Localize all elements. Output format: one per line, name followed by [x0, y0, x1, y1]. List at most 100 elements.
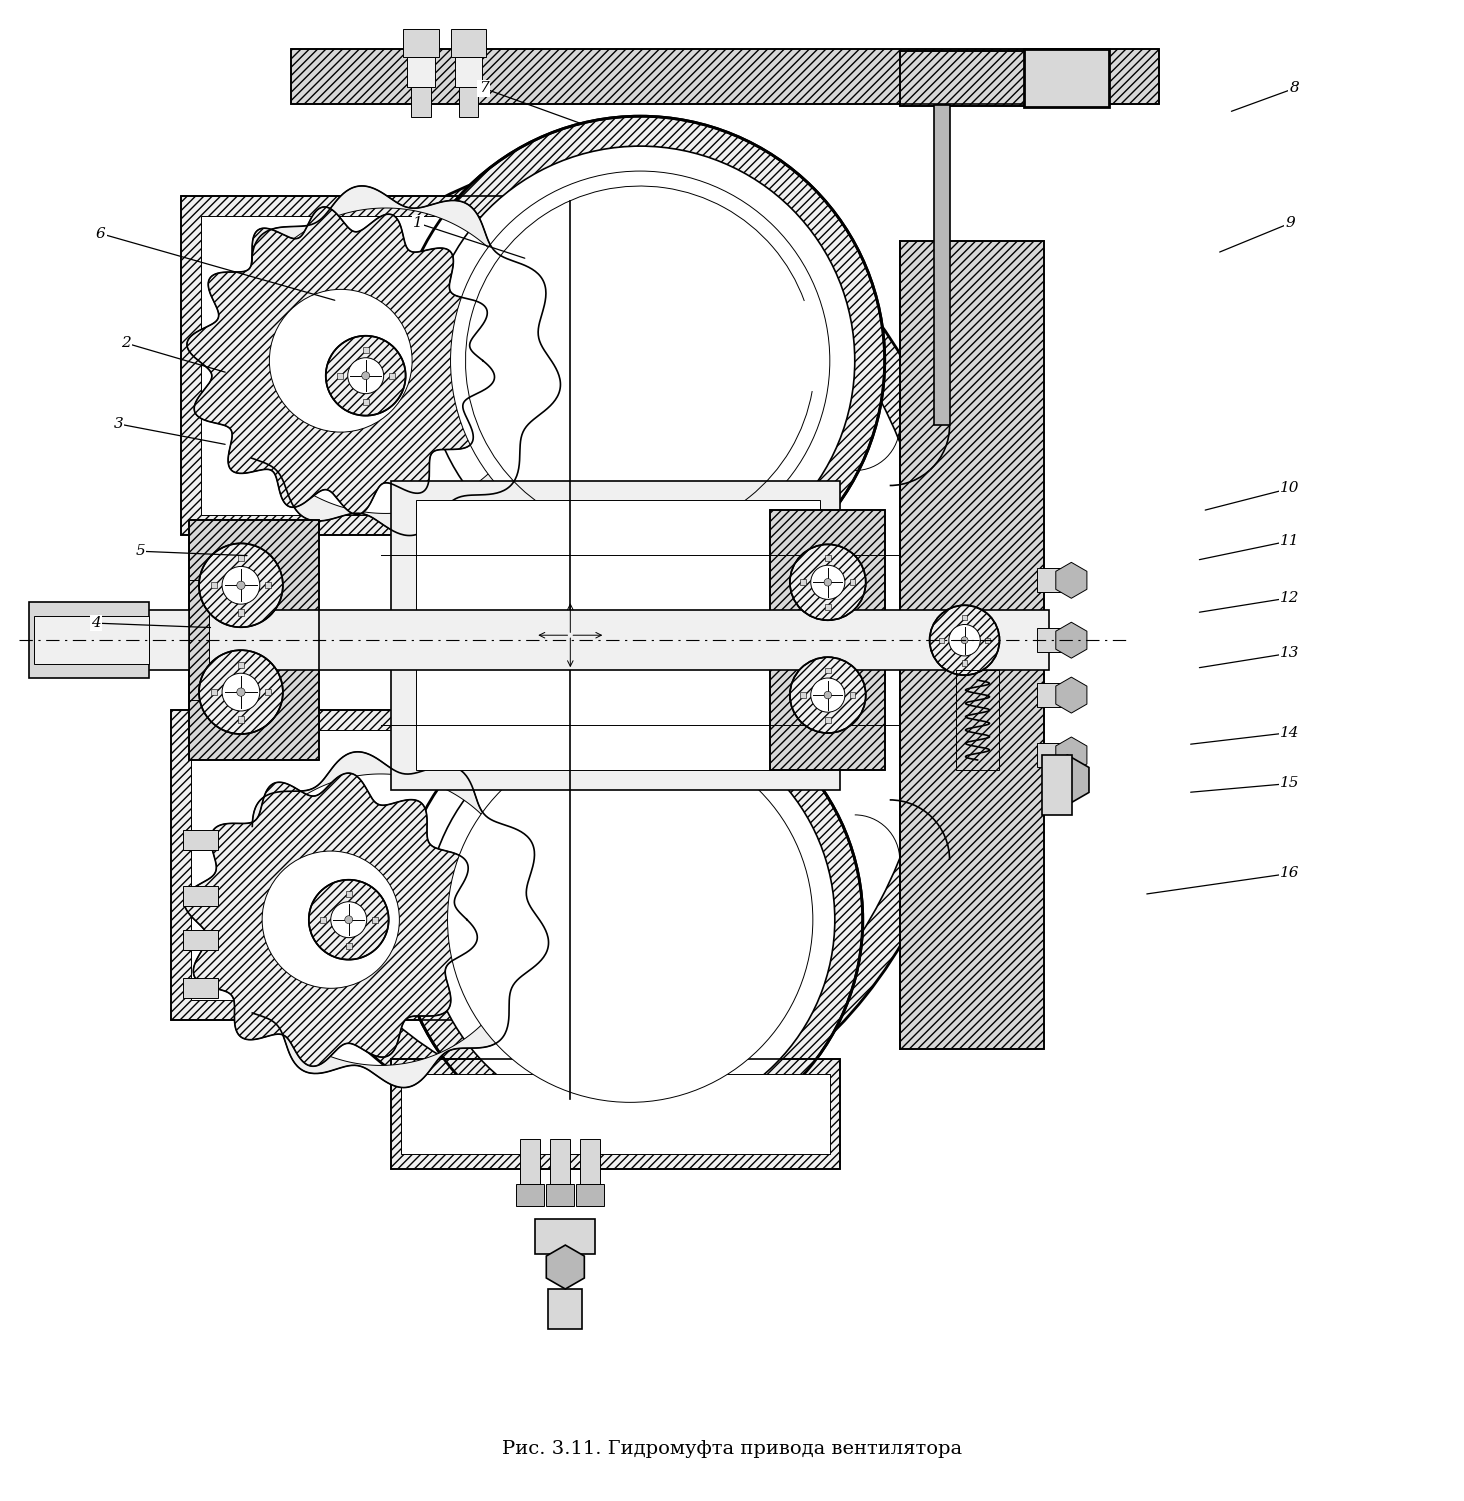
Bar	[189, 581, 209, 699]
Circle shape	[426, 714, 834, 1124]
Bar	[29, 602, 149, 678]
Circle shape	[309, 880, 388, 959]
Bar	[550, 1139, 571, 1184]
Bar	[237, 716, 244, 722]
Text: 16: 16	[1281, 866, 1300, 881]
Circle shape	[262, 851, 400, 988]
Polygon shape	[252, 186, 561, 536]
Text: 3: 3	[113, 417, 123, 431]
Text: 12: 12	[1281, 591, 1300, 605]
Bar	[826, 603, 830, 609]
Bar	[190, 729, 530, 1000]
Bar	[549, 1289, 583, 1328]
Bar	[1042, 755, 1072, 815]
Text: 11: 11	[1281, 534, 1300, 548]
Bar	[182, 197, 550, 536]
Bar	[801, 579, 807, 585]
Bar	[363, 347, 369, 353]
Circle shape	[451, 171, 830, 551]
Bar	[183, 886, 218, 905]
Bar	[211, 582, 217, 588]
Bar	[416, 500, 820, 770]
Bar	[458, 87, 479, 117]
Bar	[407, 57, 435, 87]
Bar	[985, 638, 990, 642]
Circle shape	[395, 116, 884, 605]
Bar	[546, 1184, 574, 1207]
Bar	[337, 372, 343, 378]
Bar	[770, 510, 884, 770]
Circle shape	[237, 687, 244, 696]
Bar	[900, 51, 1044, 107]
Bar	[171, 710, 550, 1019]
Bar	[849, 579, 855, 585]
Bar	[182, 197, 550, 536]
Circle shape	[362, 372, 369, 380]
Text: 8: 8	[1290, 81, 1300, 95]
Polygon shape	[184, 773, 477, 1066]
Bar	[211, 689, 217, 695]
Circle shape	[199, 543, 283, 627]
Circle shape	[223, 674, 259, 711]
Bar	[401, 1075, 830, 1154]
Circle shape	[811, 678, 845, 711]
Text: 4: 4	[91, 615, 101, 630]
Bar	[520, 1139, 540, 1184]
Bar	[388, 372, 395, 378]
Circle shape	[331, 902, 366, 938]
Bar	[189, 521, 319, 760]
Bar	[372, 917, 378, 923]
Ellipse shape	[242, 201, 940, 1099]
Bar	[237, 609, 244, 615]
Bar	[391, 1060, 840, 1169]
Bar	[171, 710, 550, 1019]
Bar	[189, 521, 319, 760]
Bar	[962, 660, 968, 665]
Bar	[900, 242, 1044, 1049]
Text: 1: 1	[413, 216, 423, 230]
Text: 5: 5	[135, 545, 145, 558]
Bar	[129, 611, 1050, 669]
Bar	[454, 57, 483, 87]
Circle shape	[824, 578, 832, 585]
Bar	[1038, 629, 1076, 651]
Circle shape	[960, 636, 968, 644]
Text: Рис. 3.11. Гидромуфта привода вентилятора: Рис. 3.11. Гидромуфта привода вентилятор…	[502, 1439, 962, 1457]
Bar	[265, 582, 271, 588]
Bar	[962, 615, 968, 620]
Circle shape	[930, 605, 1000, 675]
Bar	[1038, 569, 1076, 593]
Circle shape	[949, 624, 981, 656]
Circle shape	[398, 687, 862, 1153]
Bar	[940, 638, 944, 642]
Circle shape	[824, 692, 832, 699]
Circle shape	[448, 737, 813, 1102]
Text: 15: 15	[1281, 776, 1300, 791]
Bar	[265, 689, 271, 695]
Circle shape	[326, 336, 406, 416]
Text: 14: 14	[1281, 725, 1300, 740]
Bar	[536, 1219, 596, 1253]
Polygon shape	[187, 207, 495, 515]
Bar	[1038, 743, 1076, 767]
Circle shape	[346, 916, 353, 923]
Text: 2: 2	[120, 336, 130, 350]
Bar	[580, 1139, 600, 1184]
Bar	[319, 917, 326, 923]
Bar	[183, 977, 218, 998]
Circle shape	[426, 146, 855, 575]
Circle shape	[223, 566, 259, 605]
Bar	[34, 617, 149, 663]
Bar	[291, 50, 1159, 104]
Bar	[517, 1184, 545, 1207]
Bar	[391, 480, 840, 790]
Bar	[201, 216, 530, 515]
Bar	[410, 87, 430, 117]
Text: 9: 9	[1285, 216, 1296, 230]
Circle shape	[791, 545, 865, 620]
Bar	[346, 890, 351, 896]
Bar	[577, 1184, 605, 1207]
Bar	[900, 242, 1044, 1049]
Circle shape	[199, 650, 283, 734]
Circle shape	[791, 657, 865, 732]
